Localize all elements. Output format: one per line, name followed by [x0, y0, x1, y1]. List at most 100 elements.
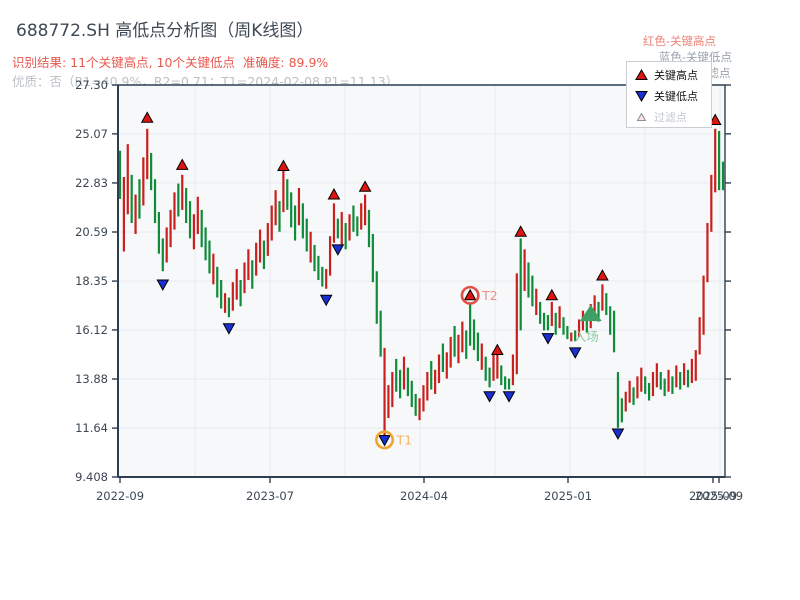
candle-bar	[212, 253, 215, 285]
candle-bar	[360, 203, 363, 230]
candle-bar	[371, 233, 374, 283]
candle-bar	[157, 212, 161, 254]
candle-bar	[402, 356, 406, 390]
key-low-marker	[331, 244, 345, 256]
candle-bar	[694, 350, 697, 381]
candle-bar	[262, 240, 266, 270]
candle-bar	[188, 201, 192, 239]
candle-bar	[515, 273, 518, 375]
candle-bar	[243, 262, 246, 294]
candle-bar	[134, 194, 137, 234]
x-tick-label: 2025-09	[695, 489, 743, 503]
candle-bar	[488, 367, 491, 388]
candle-bar	[511, 354, 515, 386]
candle-bar	[472, 319, 476, 351]
candle-bar	[698, 317, 701, 355]
y-tick-label: 25.07	[75, 127, 108, 141]
entry-marker-group: 入场	[574, 304, 602, 344]
candle-bar	[305, 218, 308, 252]
candle-bar	[679, 372, 682, 390]
candle-bar	[620, 398, 623, 423]
candle-bar	[585, 317, 588, 333]
candle-bar	[247, 249, 250, 280]
y-tick-label: 16.12	[75, 323, 108, 337]
candle-bar	[426, 372, 429, 401]
legend-item-filtered: 过滤点	[635, 106, 711, 127]
candle-bar	[286, 179, 289, 210]
candle-bar	[301, 203, 304, 239]
candle-bar	[399, 369, 402, 399]
candle-bar	[266, 223, 269, 256]
candle-bar	[562, 317, 565, 335]
candle-bar	[293, 205, 297, 241]
candle-bar	[340, 212, 343, 245]
subtitle-recognition-result: 识别结果: 11个关键高点, 10个关键低点 准确度: 89.9%	[12, 55, 329, 70]
candle-bar	[558, 306, 561, 329]
candle-bar	[682, 363, 686, 386]
y-tick-label: 18.35	[75, 274, 108, 288]
candle-bar	[519, 238, 522, 331]
candle-bar	[216, 266, 219, 298]
candle-bar	[258, 229, 262, 263]
t2-label: T2	[481, 288, 498, 303]
key-low-marker	[319, 294, 333, 307]
candle-bar	[142, 157, 145, 206]
candle-bar	[344, 223, 347, 250]
candle-bar	[706, 223, 709, 283]
candle-bar	[465, 330, 468, 359]
candle-bar	[153, 179, 157, 224]
candle-bar	[406, 367, 409, 397]
candle-bar	[651, 372, 655, 397]
candle-bar	[636, 376, 639, 399]
key-high-marker	[545, 288, 559, 301]
candle-bar	[441, 343, 444, 373]
y-tick-label: 9.408	[75, 470, 108, 484]
candle-bar	[484, 356, 487, 381]
key-low-marker	[156, 279, 170, 291]
y-tick-label: 11.64	[75, 421, 108, 435]
note-key-low: 蓝色-关键低点	[658, 50, 732, 64]
candle-bar	[278, 201, 281, 232]
key-low-markers	[156, 244, 625, 447]
candle-bar	[227, 297, 231, 318]
candle-bar	[290, 192, 293, 228]
candle-bar	[165, 227, 168, 263]
candle-bar	[150, 152, 153, 191]
candle-bar	[177, 183, 180, 217]
legend-label-key-high: 关键高点	[654, 68, 698, 82]
candle-bar	[686, 369, 690, 388]
candle-bar	[255, 242, 258, 276]
candle-bar	[523, 249, 526, 291]
key-high-triangle-icon	[635, 68, 648, 80]
candle-bar	[612, 310, 616, 353]
candle-bar	[146, 128, 149, 180]
candle-bar	[251, 260, 254, 289]
candle-bar	[605, 293, 608, 316]
key-low-marker	[502, 391, 516, 403]
candle-bar	[624, 391, 627, 412]
candle-bar	[593, 295, 596, 320]
candle-bar	[445, 352, 448, 379]
x-tick-label: 2024-04	[400, 489, 448, 503]
key-high-marker	[596, 269, 609, 281]
candle-bar	[574, 330, 577, 342]
candle-bar	[480, 343, 483, 370]
annotations: T1 T2	[375, 285, 498, 450]
candle-bar	[476, 332, 480, 362]
candle-bar	[138, 179, 141, 219]
candle-bar	[554, 312, 557, 335]
candle-bar	[632, 387, 635, 405]
key-high-marker	[708, 113, 722, 125]
candle-bar	[173, 192, 176, 230]
candle-bar	[644, 376, 647, 394]
candle-bar	[185, 187, 188, 224]
t1-label: T1	[396, 432, 413, 447]
candle-bar	[223, 293, 227, 313]
candle-bar	[507, 378, 511, 390]
candle-bar	[492, 354, 495, 381]
candle-bar	[422, 385, 425, 412]
candle-bar	[387, 385, 390, 419]
y-tick-label: 20.59	[75, 225, 108, 239]
